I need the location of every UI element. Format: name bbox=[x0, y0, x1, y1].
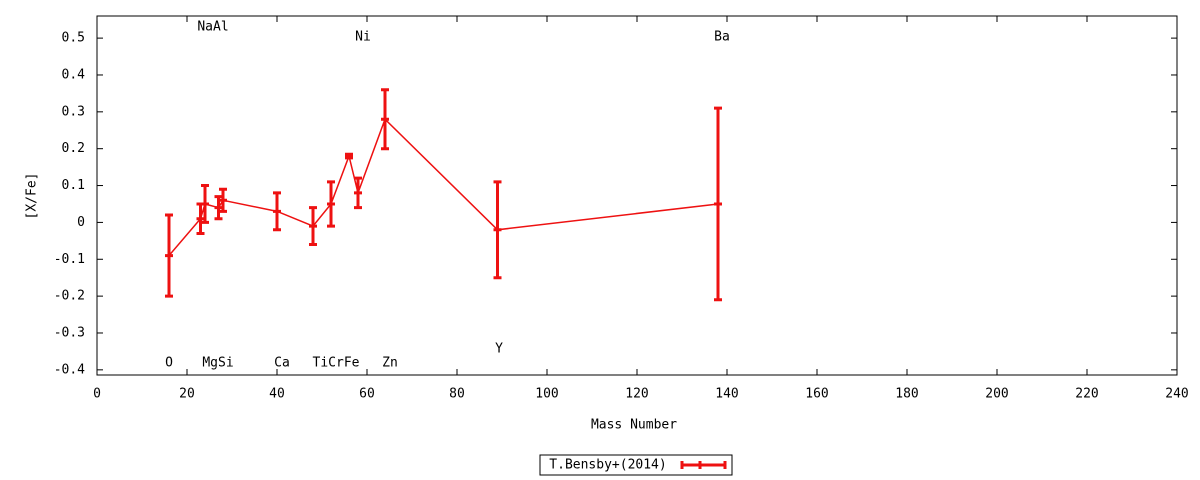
error-bar bbox=[273, 191, 281, 232]
element-label: Zn bbox=[382, 356, 398, 371]
y-tick-label: 0.2 bbox=[62, 141, 85, 156]
element-label: Ca bbox=[274, 356, 290, 371]
error-bar bbox=[354, 176, 362, 210]
error-bar bbox=[309, 206, 317, 247]
y-tick-label: 0.3 bbox=[62, 104, 85, 119]
x-tick-label: 160 bbox=[805, 387, 828, 402]
error-bar bbox=[214, 195, 223, 221]
x-tick-label: 60 bbox=[359, 387, 375, 402]
error-bar bbox=[196, 202, 205, 235]
error-bar bbox=[219, 187, 227, 213]
y-tick-label: 0.5 bbox=[62, 31, 85, 46]
x-tick-label: 40 bbox=[269, 387, 285, 402]
error-bar bbox=[327, 180, 335, 228]
data-line bbox=[168, 117, 719, 257]
element-label: Ba bbox=[714, 30, 730, 45]
y-tick-label: 0.1 bbox=[62, 178, 85, 193]
y-tick-label: -0.4 bbox=[54, 362, 85, 377]
y-tick-label: -0.1 bbox=[54, 252, 85, 267]
x-tick-label: 140 bbox=[715, 387, 738, 402]
x-tick-label: 120 bbox=[625, 387, 648, 402]
error-bar bbox=[201, 184, 209, 224]
element-label: MgSi bbox=[202, 356, 233, 371]
y-tick-label: -0.2 bbox=[54, 289, 85, 304]
legend-label: T.Bensby+(2014) bbox=[549, 458, 666, 473]
element-label: TiCrFe bbox=[313, 356, 360, 371]
x-tick-label: 200 bbox=[985, 387, 1008, 402]
x-tick-label: 100 bbox=[535, 387, 558, 402]
x-tick-label: 240 bbox=[1165, 387, 1188, 402]
error-bar bbox=[165, 213, 173, 298]
y-tick-label: 0 bbox=[77, 215, 85, 230]
x-tick-label: 180 bbox=[895, 387, 918, 402]
x-axis-label: Mass Number bbox=[591, 418, 677, 433]
x-tick-label: 80 bbox=[449, 387, 465, 402]
x-tick-label: 220 bbox=[1075, 387, 1098, 402]
error-bar bbox=[714, 106, 722, 302]
y-axis-label: [X/Fe] bbox=[25, 173, 40, 220]
legend-box bbox=[539, 454, 733, 476]
element-label: NaAl bbox=[197, 20, 228, 35]
legend-swatch bbox=[680, 461, 727, 469]
element-label: Ni bbox=[355, 30, 371, 45]
error-bar bbox=[381, 88, 389, 151]
plot-frame bbox=[96, 15, 1178, 376]
y-tick-label: 0.4 bbox=[62, 67, 86, 82]
error-bar bbox=[493, 180, 502, 280]
x-tick-label: 0 bbox=[93, 387, 101, 402]
element-label: O bbox=[165, 356, 173, 371]
y-tick-label: -0.3 bbox=[54, 325, 85, 340]
x-tick-label: 20 bbox=[179, 387, 195, 402]
error-bar bbox=[345, 152, 353, 160]
element-label: Y bbox=[495, 342, 503, 357]
